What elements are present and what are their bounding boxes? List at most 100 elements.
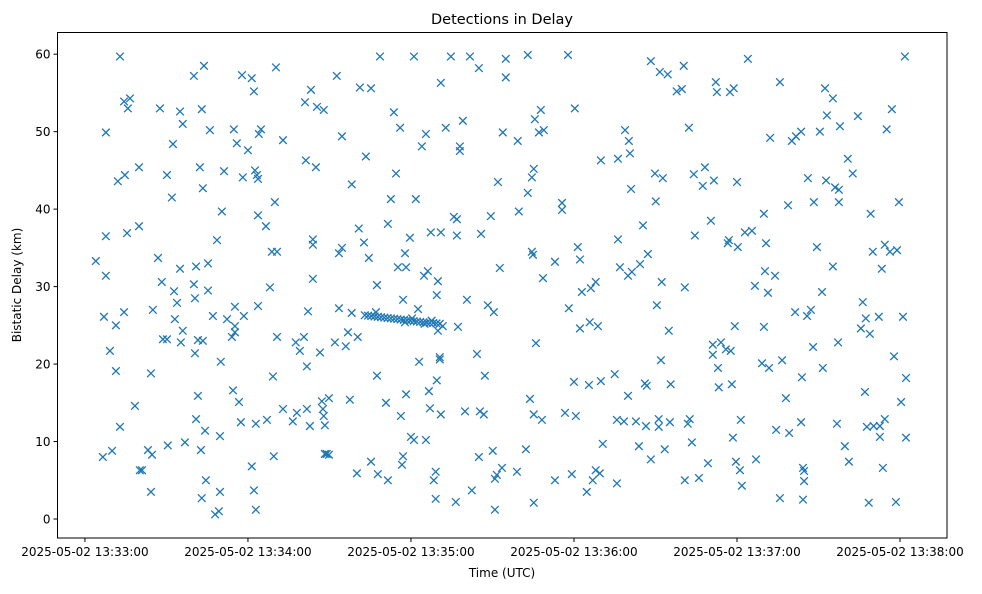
- data-point: [125, 94, 135, 103]
- data-point: [656, 355, 666, 365]
- data-point: [306, 85, 316, 95]
- data-point: [658, 173, 668, 183]
- data-point: [596, 156, 606, 165]
- data-point: [684, 123, 694, 133]
- data-point: [249, 486, 259, 495]
- data-point: [529, 498, 539, 508]
- data-point: [426, 228, 436, 237]
- data-point: [557, 198, 567, 208]
- data-point: [495, 263, 505, 273]
- data-point: [531, 338, 541, 348]
- data-point: [815, 127, 825, 136]
- data-point: [784, 428, 794, 438]
- data-point: [312, 102, 322, 112]
- data-point: [743, 54, 753, 64]
- data-point: [489, 307, 499, 317]
- data-point: [539, 125, 549, 135]
- data-point: [712, 87, 722, 97]
- data-point: [215, 431, 225, 441]
- data-point: [375, 52, 385, 61]
- data-point: [300, 97, 310, 107]
- data-point: [393, 262, 403, 272]
- data-point: [217, 207, 227, 216]
- data-point: [130, 401, 140, 411]
- x-tick-label: 2025-05-02 13:37:00: [673, 545, 800, 559]
- data-point: [278, 404, 288, 414]
- data-points: [91, 50, 911, 519]
- data-point: [421, 435, 431, 445]
- data-point: [747, 226, 757, 236]
- data-point: [435, 355, 445, 364]
- data-point: [111, 366, 121, 376]
- data-point: [529, 410, 539, 419]
- data-point: [148, 305, 158, 315]
- data-point: [409, 52, 419, 61]
- data-point: [372, 371, 382, 380]
- data-point: [763, 288, 773, 298]
- data-point: [302, 362, 312, 371]
- y-tick-label: 40: [35, 203, 50, 217]
- data-point: [180, 438, 190, 447]
- data-point: [324, 393, 334, 403]
- data-point: [760, 266, 770, 276]
- data-point: [433, 276, 443, 286]
- data-point: [301, 156, 311, 165]
- data-point: [650, 169, 660, 178]
- data-point: [885, 247, 895, 257]
- data-point: [432, 290, 442, 300]
- data-point: [818, 363, 828, 373]
- data-point: [409, 435, 419, 445]
- data-point: [115, 52, 125, 61]
- data-point: [642, 381, 652, 391]
- x-tick-label: 2025-05-02 13:38:00: [836, 545, 963, 559]
- data-point: [868, 247, 878, 257]
- axis-ticks: 2025-05-02 13:33:00 2025-05-02 13:34:00 20…: [21, 48, 964, 559]
- data-point: [247, 73, 257, 83]
- data-point: [615, 262, 625, 272]
- data-point: [840, 441, 850, 451]
- data-point: [432, 319, 441, 328]
- data-point: [775, 493, 785, 503]
- data-point: [660, 445, 669, 454]
- data-point: [706, 216, 716, 226]
- data-point: [577, 287, 587, 297]
- data-point: [613, 154, 623, 164]
- data-point: [288, 417, 298, 426]
- data-point: [680, 476, 690, 485]
- data-point: [137, 465, 147, 475]
- data-point: [483, 300, 493, 310]
- data-point: [833, 338, 843, 347]
- data-point: [694, 473, 704, 483]
- data-point: [373, 469, 383, 479]
- data-point: [709, 176, 719, 185]
- data-point: [249, 87, 259, 96]
- data-point: [848, 169, 857, 178]
- data-point: [806, 305, 816, 315]
- data-point: [123, 104, 133, 113]
- data-point: [593, 321, 603, 331]
- data-point: [319, 105, 329, 115]
- data-point: [513, 136, 522, 146]
- data-point: [234, 397, 244, 407]
- data-point: [514, 207, 524, 216]
- data-point: [703, 458, 713, 468]
- data-point: [613, 235, 623, 244]
- data-point: [201, 476, 211, 485]
- data-point: [880, 240, 890, 250]
- data-point: [214, 507, 224, 516]
- data-point: [354, 224, 364, 233]
- data-point: [317, 397, 327, 406]
- data-point: [451, 497, 461, 507]
- data-point: [203, 259, 213, 268]
- data-point: [332, 71, 342, 81]
- data-point: [721, 345, 731, 354]
- data-point: [651, 197, 661, 206]
- data-point: [427, 316, 436, 325]
- data-point: [400, 317, 410, 327]
- data-point: [844, 457, 854, 466]
- chart-title: Detections in Delay: [431, 12, 573, 28]
- data-point: [372, 280, 382, 290]
- data-point: [172, 298, 182, 308]
- data-point: [638, 221, 648, 230]
